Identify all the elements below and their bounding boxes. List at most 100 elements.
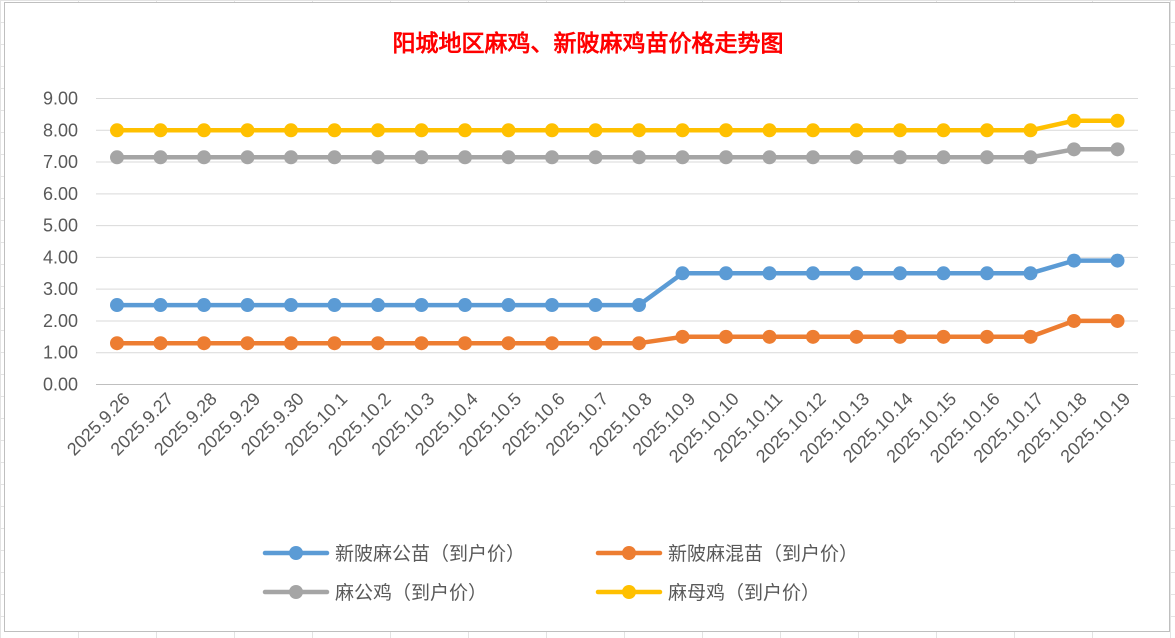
data-point [632, 298, 646, 313]
data-point [110, 298, 124, 313]
legend-item[interactable]: 麻公鸡（到户价） [262, 582, 487, 604]
series-4 [110, 113, 1125, 138]
data-point [980, 266, 994, 281]
data-point [980, 123, 994, 138]
y-tick-label: 1.00 [43, 343, 78, 363]
data-point [893, 266, 907, 281]
chart-title: 阳城地区麻鸡、新陂麻鸡苗价格走势图 [393, 30, 784, 57]
data-point [1067, 113, 1081, 128]
data-point [719, 123, 733, 138]
data-point [153, 150, 168, 165]
data-point [458, 123, 472, 138]
data-point [1110, 142, 1125, 157]
legend-item[interactable]: 麻母鸡（到户价） [595, 582, 820, 604]
data-point [1023, 123, 1038, 138]
data-point [371, 336, 385, 351]
legend-swatch-marker [622, 585, 636, 599]
legend-label: 麻母鸡（到户价） [668, 582, 820, 604]
data-point [414, 150, 429, 165]
data-point [327, 150, 342, 165]
data-point [849, 150, 864, 165]
y-axis-ticks: 0.00 1.00 2.00 3.00 4.00 5.00 6.00 7.00 8.00 9.00 [43, 89, 78, 395]
legend-item[interactable]: 新陂麻混苗（到户价） [595, 543, 858, 565]
data-point [153, 336, 168, 351]
data-point [849, 123, 864, 138]
data-point [588, 150, 603, 165]
data-point [675, 123, 690, 138]
data-point [980, 150, 994, 165]
data-point [414, 298, 429, 313]
data-point [806, 266, 820, 281]
data-point [197, 123, 211, 138]
y-tick-label: 3.00 [43, 279, 78, 299]
data-point [284, 298, 298, 313]
y-tick-label: 6.00 [43, 184, 78, 204]
data-point [632, 150, 646, 165]
legend-swatch-marker [622, 546, 636, 560]
data-point [240, 336, 255, 351]
data-point [197, 298, 211, 313]
y-tick-label: 8.00 [43, 120, 78, 140]
data-point [197, 336, 211, 351]
series-3 [110, 142, 1125, 165]
data-point [588, 298, 603, 313]
data-point [501, 150, 516, 165]
data-point [980, 329, 994, 344]
data-point [153, 298, 168, 313]
data-point [110, 123, 124, 138]
legend-label: 新陂麻混苗（到户价） [668, 543, 858, 565]
data-point [371, 150, 385, 165]
data-point [893, 329, 907, 344]
data-point [1023, 329, 1038, 344]
legend-label: 新陂麻公苗（到户价） [335, 543, 525, 565]
data-point [545, 150, 559, 165]
data-point [1110, 313, 1125, 328]
data-point [893, 123, 907, 138]
data-point [632, 336, 646, 351]
data-point [240, 123, 255, 138]
data-point [1067, 253, 1081, 268]
data-point [153, 123, 168, 138]
data-point [1067, 142, 1081, 157]
data-point [936, 150, 951, 165]
data-point [719, 150, 733, 165]
data-point [1110, 113, 1125, 128]
data-point [588, 123, 603, 138]
data-point [719, 266, 733, 281]
data-point [284, 150, 298, 165]
data-point [849, 266, 864, 281]
data-point [1067, 313, 1081, 328]
data-point [458, 150, 472, 165]
data-point [458, 298, 472, 313]
data-point [371, 298, 385, 313]
data-point [936, 123, 951, 138]
data-point [806, 329, 820, 344]
data-point [1023, 150, 1038, 165]
y-tick-label: 5.00 [43, 216, 78, 236]
legend-label: 麻公鸡（到户价） [335, 582, 487, 604]
data-point [110, 150, 124, 165]
data-point [675, 329, 690, 344]
data-point [501, 298, 516, 313]
x-axis-ticks: 2025.9.262025.9.272025.9.282025.9.292025… [63, 389, 1134, 467]
data-point [806, 150, 820, 165]
data-point [762, 150, 777, 165]
data-point [110, 336, 124, 351]
data-point [1110, 253, 1125, 268]
data-point [675, 266, 690, 281]
data-point [719, 329, 733, 344]
legend-item[interactable]: 新陂麻公苗（到户价） [262, 543, 525, 565]
series-line [114, 147, 1120, 160]
data-point [762, 123, 777, 138]
series-1 [110, 253, 1125, 313]
data-series [110, 113, 1125, 351]
data-point [762, 266, 777, 281]
data-point [588, 336, 603, 351]
y-tick-label: 0.00 [43, 375, 78, 395]
chart-frame[interactable] [4, 2, 1170, 632]
legend[interactable]: 新陂麻公苗（到户价） 新陂麻混苗（到户价） 麻公鸡（到户价） 麻母鸡（到户价） [262, 543, 858, 604]
data-point [414, 123, 429, 138]
data-point [1023, 266, 1038, 281]
data-point [675, 150, 690, 165]
data-point [458, 336, 472, 351]
